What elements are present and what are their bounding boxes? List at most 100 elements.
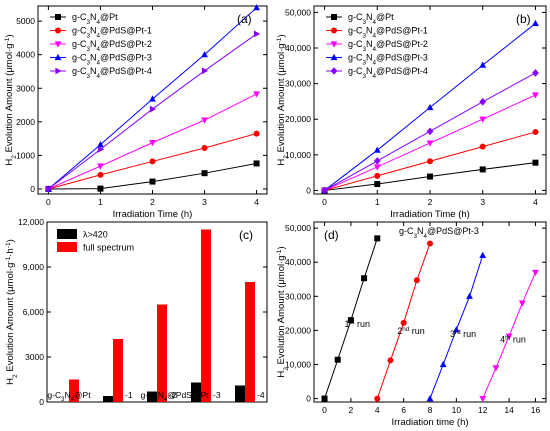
legend-entry-1: g-C3N4@PdS@Pt-1 bbox=[348, 26, 428, 40]
panel-b: 0 1 2 3 4 0 10,000 20,000 30,000 40,000 50,000 Irra… bbox=[276, 5, 547, 220]
legend-entry-2: g-C3N4@PdS@Pt-2 bbox=[348, 39, 428, 53]
panel-label: (d) bbox=[324, 228, 339, 242]
legend-marker bbox=[331, 14, 337, 20]
x-tick-label: 14 bbox=[504, 405, 514, 415]
data-point bbox=[532, 69, 539, 77]
group-label: g-C3N4@PdS@Pt bbox=[141, 390, 209, 403]
y-tick-label: 40,000 bbox=[285, 257, 311, 267]
x-tick-label: 1 bbox=[98, 197, 103, 207]
legend-entry-3: g-C3N4@PdS@Pt-3 bbox=[348, 53, 428, 67]
data-point bbox=[479, 143, 486, 150]
plot-frame bbox=[313, 221, 547, 403]
legend-marker bbox=[54, 41, 62, 48]
y-tick-label: 0 bbox=[306, 394, 311, 404]
x-tick-label: 4 bbox=[375, 405, 380, 415]
bar-0-4 bbox=[235, 385, 245, 402]
data-point bbox=[479, 395, 487, 403]
y-axis-label: H2 Evolution Amount (μmol·g-1·h-1) bbox=[5, 239, 19, 385]
x-tick-label: 0 bbox=[46, 197, 51, 207]
legend-entry-0: g-C3N4@Pt bbox=[348, 12, 394, 26]
y-tick-label: 0 bbox=[30, 184, 35, 194]
x-tick-label: 4 bbox=[533, 197, 538, 207]
x-tick-label: 10 bbox=[452, 405, 462, 415]
data-point bbox=[97, 171, 104, 178]
y-axis-label: H2 Evolution Amount (μmol·g-1) bbox=[4, 34, 18, 165]
legend-marker bbox=[330, 53, 338, 61]
data-point bbox=[201, 117, 208, 124]
legend-swatch bbox=[57, 229, 77, 239]
data-point bbox=[321, 186, 328, 195]
panel-c: 0 3000 6,000 9,000 12,000 H2 Evolution Amount… bbox=[5, 217, 268, 407]
data-point bbox=[426, 394, 434, 402]
data-point bbox=[413, 277, 420, 284]
y-tick-label: 12,000 bbox=[18, 217, 44, 227]
data-point bbox=[427, 240, 433, 247]
y-tick-label: 10,000 bbox=[285, 150, 311, 160]
y-tick-label: 5000 bbox=[16, 16, 35, 26]
y-axis-label: H2 Evolution Amount (μmol·g-1) bbox=[276, 246, 290, 377]
y-tick-label: 50,000 bbox=[285, 7, 311, 17]
series-line-0 bbox=[48, 162, 257, 190]
x-tick-label: 2 bbox=[150, 197, 155, 207]
data-point bbox=[373, 157, 381, 165]
y-tick-label: 20,000 bbox=[285, 114, 311, 124]
bar-0-3 bbox=[191, 382, 201, 402]
data-point bbox=[373, 164, 381, 171]
data-point bbox=[532, 19, 539, 27]
data-point bbox=[479, 61, 487, 68]
data-point bbox=[479, 166, 486, 173]
data-point bbox=[321, 395, 328, 402]
legend-entry-1: full spectrum bbox=[83, 243, 134, 253]
data-point bbox=[149, 158, 156, 165]
category-label-1: -1 bbox=[125, 390, 133, 400]
y-tick-label: 30,000 bbox=[285, 79, 311, 89]
y-tick-label: 3000 bbox=[25, 352, 44, 362]
y-axis-label: H2 Evolution Amount (μmol·g-1) bbox=[276, 34, 290, 165]
y-tick-label: 30,000 bbox=[285, 291, 311, 301]
data-point bbox=[334, 356, 341, 363]
data-point bbox=[505, 333, 513, 340]
data-point bbox=[427, 173, 433, 180]
data-point bbox=[479, 116, 487, 123]
category-label-3: -3 bbox=[213, 390, 221, 400]
y-tick-label: 0 bbox=[39, 397, 44, 407]
data-point bbox=[374, 395, 381, 402]
data-point bbox=[426, 103, 434, 111]
data-point bbox=[149, 105, 157, 113]
data-point bbox=[253, 30, 261, 38]
legend-swatch bbox=[57, 242, 77, 252]
x-tick-label: 2 bbox=[428, 197, 433, 207]
legend-entry-2: g-C3N4@PdS@Pt-2 bbox=[72, 39, 152, 53]
legend-marker bbox=[55, 27, 61, 34]
panel-label: (c) bbox=[239, 228, 253, 242]
x-axis-label: Irradiation time (h) bbox=[391, 417, 468, 428]
run-label-3: 4th run bbox=[500, 334, 526, 345]
data-point bbox=[149, 95, 156, 102]
legend-entry-0: λ>420 bbox=[83, 230, 108, 240]
data-point bbox=[466, 292, 473, 299]
data-point bbox=[201, 170, 208, 177]
data-point bbox=[427, 158, 433, 165]
data-point bbox=[374, 235, 381, 242]
run-label-1: 2nd run bbox=[397, 325, 425, 336]
legend-entry-1: g-C3N4@PdS@Pt-1 bbox=[72, 26, 152, 40]
panel-label: (a) bbox=[237, 12, 252, 26]
data-point bbox=[492, 365, 500, 372]
bar-1-3 bbox=[201, 229, 211, 402]
y-tick-label: 50,000 bbox=[285, 223, 311, 233]
data-point bbox=[374, 172, 381, 179]
bar-0-2 bbox=[147, 391, 157, 402]
x-tick-label: 6 bbox=[401, 405, 406, 415]
legend-marker bbox=[55, 14, 61, 20]
bar-1-1 bbox=[113, 339, 123, 402]
legend-marker bbox=[331, 27, 337, 34]
data-point bbox=[97, 185, 104, 192]
data-point bbox=[479, 97, 487, 106]
bar-0-1 bbox=[103, 396, 113, 402]
data-point bbox=[518, 300, 526, 307]
y-tick-label: 4000 bbox=[16, 50, 35, 60]
y-tick-label: 2000 bbox=[16, 117, 35, 127]
data-point bbox=[387, 357, 394, 364]
legend-marker bbox=[55, 67, 62, 75]
